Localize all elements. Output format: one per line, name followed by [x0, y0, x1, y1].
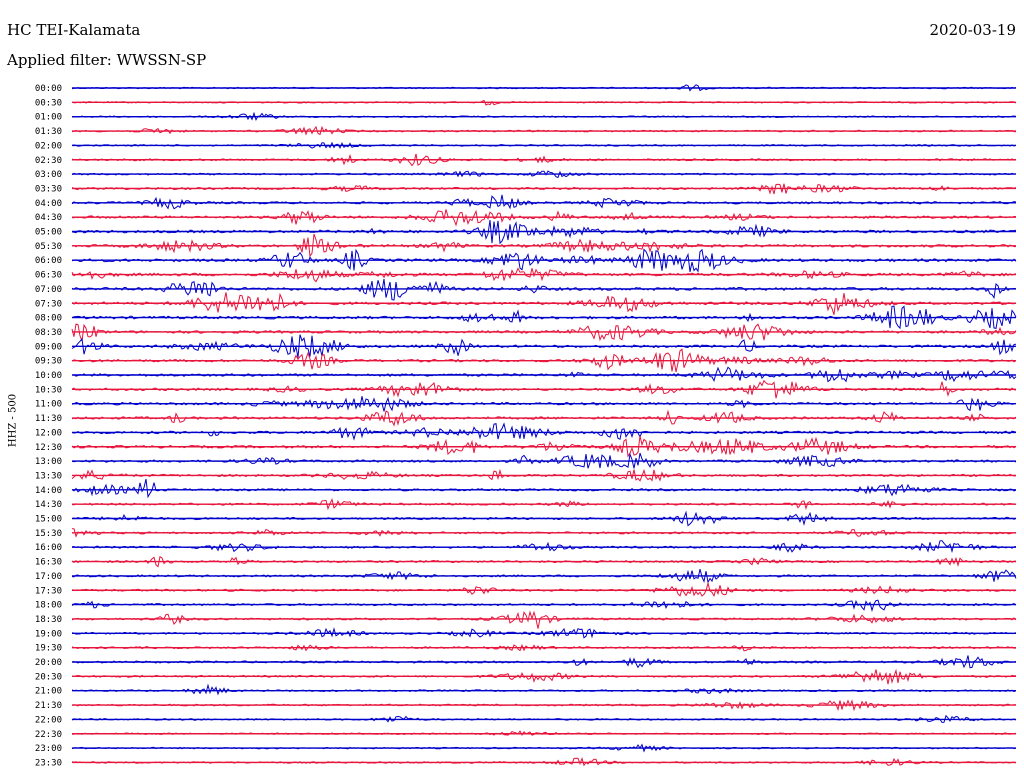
row-time-label: 03:30: [35, 184, 62, 194]
row-time-label: 01:00: [35, 113, 62, 123]
seismic-trace-1830: [71, 610, 1017, 629]
row-time-label: 13:30: [35, 471, 62, 481]
row-time-label: 03:00: [35, 170, 62, 180]
row-time-label: 12:30: [35, 443, 62, 453]
seismic-trace-2100: [71, 683, 1017, 696]
station-title: HC TEI-Kalamata: [7, 21, 141, 39]
date-label: 2020-03-19: [929, 21, 1016, 39]
row-time-label: 12:00: [35, 428, 62, 438]
row-time-label: 13:00: [35, 457, 62, 467]
row-time-label: 16:30: [35, 558, 62, 568]
row-time-label: 19:30: [35, 644, 62, 654]
row-time-label: 10:00: [35, 371, 62, 381]
seismic-trace-0400: [71, 194, 1017, 210]
row-time-label: 11:00: [35, 400, 62, 410]
seismic-trace-1600: [71, 540, 1017, 554]
row-time-label: 14:00: [35, 486, 62, 496]
row-time-label: 04:00: [35, 199, 62, 209]
seismic-trace-1200: [71, 422, 1017, 441]
row-time-label: 23:30: [35, 758, 62, 768]
row-time-label: 06:00: [35, 256, 62, 266]
row-time-label: 17:30: [35, 586, 62, 596]
row-time-label: 16:00: [35, 543, 62, 553]
filter-label: Applied filter: WWSSN-SP: [7, 51, 207, 69]
seismic-trace-1400: [71, 478, 1017, 499]
row-time-label: 15:00: [35, 515, 62, 525]
row-time-label: 22:00: [35, 715, 62, 725]
row-time-label: 01:30: [35, 127, 62, 137]
row-time-label: 07:00: [35, 285, 62, 295]
row-time-label: 08:00: [35, 314, 62, 324]
row-time-label: 19:00: [35, 629, 62, 639]
row-time-label: 08:30: [35, 328, 62, 338]
row-time-label: 05:30: [35, 242, 62, 252]
row-time-label: 00:00: [35, 84, 62, 94]
seismic-trace-0530: [71, 233, 1016, 258]
row-time-label: 20:30: [35, 672, 62, 682]
row-time-label: 20:00: [35, 658, 62, 668]
row-time-label: 07:30: [35, 299, 62, 309]
row-time-label: 02:30: [35, 156, 62, 166]
row-time-label: 00:30: [35, 98, 62, 108]
row-time-label: 18:30: [35, 615, 62, 625]
row-time-label: 09:30: [35, 357, 62, 367]
row-time-label: 04:30: [35, 213, 62, 223]
row-time-label: 05:00: [35, 228, 62, 238]
row-time-label: 23:00: [35, 744, 62, 754]
row-time-label: 02:00: [35, 141, 62, 151]
row-time-label: 15:30: [35, 529, 62, 539]
row-time-label: 14:30: [35, 500, 62, 510]
row-time-label: 06:30: [35, 271, 62, 281]
row-time-label: 17:00: [35, 572, 62, 582]
row-time-label: 10:30: [35, 385, 62, 395]
row-time-label: 11:30: [35, 414, 62, 424]
row-time-label: 09:00: [35, 342, 62, 352]
row-time-label: 21:30: [35, 701, 62, 711]
row-time-label: 21:00: [35, 687, 62, 697]
row-time-label: 18:00: [35, 601, 62, 611]
row-time-label: 22:30: [35, 730, 62, 740]
